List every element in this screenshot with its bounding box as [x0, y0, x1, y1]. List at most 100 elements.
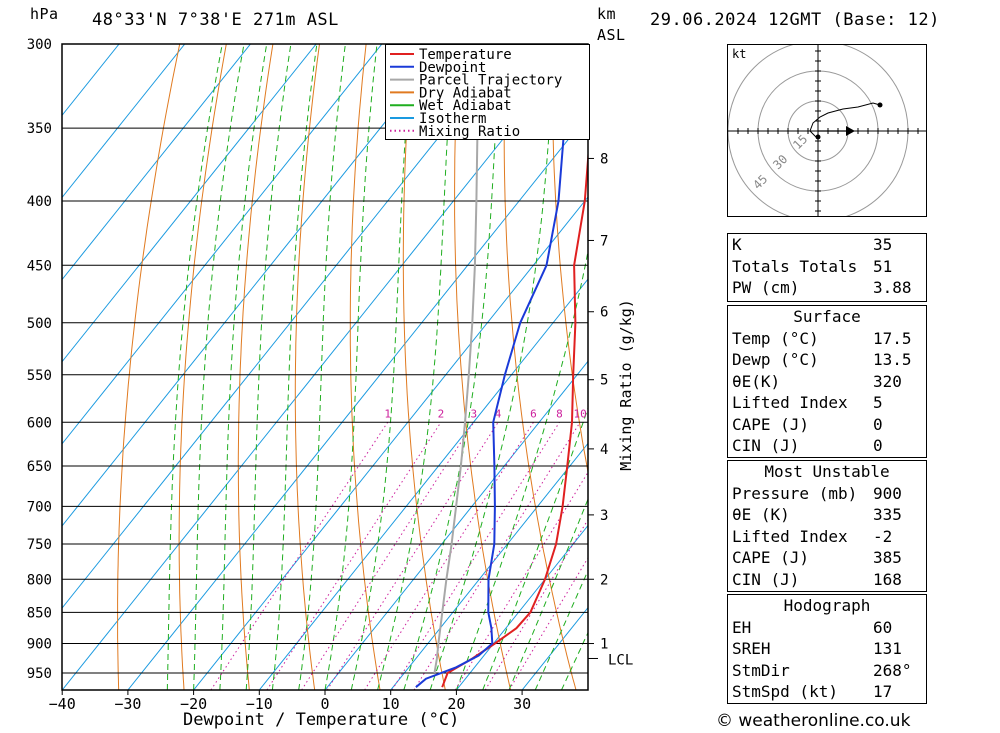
- index-row: CAPE (J) 385: [728, 547, 926, 569]
- lcl-label: LCL: [608, 652, 633, 668]
- wet-adiabat: [219, 44, 268, 690]
- index-label: Pressure (mb): [732, 483, 858, 503]
- credit: © weatheronline.co.uk: [716, 711, 911, 731]
- index-label: Totals Totals: [732, 256, 858, 276]
- dry-adiabat: [503, 44, 577, 690]
- dry-adiabat: [402, 44, 446, 690]
- isotherm-line: [62, 44, 383, 445]
- pressure-tick-label: 850: [27, 605, 52, 621]
- hodograph-ring-label: 30: [770, 152, 790, 172]
- index-value: 17.5: [873, 328, 912, 348]
- index-label: StmSpd (kt): [732, 682, 838, 701]
- km-tick-label: 1: [600, 637, 608, 653]
- index-value: 51: [873, 256, 893, 276]
- index-row: Temp (°C) 17.5: [728, 328, 926, 350]
- wet-adiabat: [324, 44, 378, 690]
- pressure-tick-label: 450: [27, 258, 52, 274]
- isotherm-line: [258, 278, 588, 690]
- dry-adiabat: [551, 44, 588, 475]
- pressure-tick-label: 750: [27, 537, 52, 553]
- hodograph-base-point: [815, 134, 821, 140]
- indices-section-title: Hodograph: [783, 596, 871, 615]
- x-tick-label: −10: [246, 695, 273, 713]
- x-tick-label: −40: [49, 695, 76, 713]
- dry-adiabat: [349, 44, 381, 690]
- hpa-label: hPa: [30, 5, 59, 23]
- dry-adiabat: [294, 44, 320, 690]
- index-row: K 35: [728, 234, 926, 256]
- hodograph-trace: [809, 102, 881, 138]
- wet-adiabat: [508, 497, 588, 690]
- pressure-tick-label: 950: [27, 666, 52, 682]
- index-value: 335: [873, 505, 902, 524]
- index-label: θE(K): [732, 371, 781, 391]
- km-tick-label: 5: [600, 373, 608, 389]
- indices-surface: Surface Temp (°C) 17.5 Dewp (°C) 13.5 θE(K) 32…: [727, 305, 927, 458]
- index-value: -2: [873, 526, 893, 546]
- index-value: 268°: [873, 660, 912, 680]
- index-label: CAPE (J): [732, 414, 810, 434]
- mixing-ratio-label: 10: [573, 407, 586, 420]
- wet-adiabat: [193, 44, 245, 690]
- pressure-tick-label: 500: [27, 316, 52, 332]
- wet-adiabat: [271, 44, 318, 690]
- isotherm-line: [193, 196, 588, 690]
- km-tick-label: 2: [600, 572, 608, 588]
- km-tick-label: 7: [600, 233, 608, 249]
- index-row: Dewp (°C) 13.5: [728, 349, 926, 371]
- wet-adiabat: [166, 44, 223, 690]
- index-label: Lifted Index: [732, 393, 848, 412]
- legend-entry: Parcel Trajectory: [419, 73, 562, 89]
- datetime-title: 29.06.2024 12GMT (Base: 12): [650, 10, 940, 30]
- x-tick-label: 10: [382, 695, 400, 713]
- index-row: θE(K) 320: [728, 371, 926, 393]
- index-value: 320: [873, 371, 902, 391]
- dry-adiabat: [454, 44, 512, 690]
- pressure-tick-label: 900: [27, 637, 52, 653]
- index-row: StmDir 268°: [728, 660, 926, 682]
- index-row: θE (K) 335: [728, 504, 926, 526]
- hodograph-unit: kt: [732, 47, 746, 61]
- index-value: 3.88: [873, 278, 912, 297]
- index-value: 900: [873, 483, 902, 503]
- index-row: CIN (J) 168: [728, 569, 926, 591]
- index-label: Temp (°C): [732, 328, 819, 348]
- index-row: SREH 131: [728, 638, 926, 660]
- mixing-ratio-line: [266, 422, 442, 690]
- mixing-ratio-label: 4: [495, 407, 502, 420]
- indices-top: K 35 Totals Totals 51 PW (cm) 3.88: [727, 233, 927, 302]
- storm-motion-arrowhead: [846, 126, 855, 136]
- index-row: Lifted Index 5: [728, 392, 926, 414]
- index-value: 0: [873, 414, 883, 434]
- index-label: SREH: [732, 639, 771, 658]
- index-label: K: [732, 235, 742, 254]
- parcel-trajectory: [433, 44, 481, 674]
- mixing-ratio-line: [301, 422, 475, 690]
- index-value: 168: [873, 569, 902, 589]
- isotherm-line: [62, 44, 448, 527]
- pressure-tick-label: 650: [27, 459, 52, 475]
- pressure-tick-label: 800: [27, 572, 52, 588]
- x-tick-label: −20: [180, 695, 207, 713]
- pressure-tick-label: 300: [27, 37, 52, 53]
- index-value: 385: [873, 548, 902, 567]
- index-label: StmDir: [732, 660, 790, 680]
- index-row: CAPE (J) 0: [728, 414, 926, 436]
- wet-adiabat: [350, 44, 414, 690]
- index-label: θE (K): [732, 505, 790, 524]
- index-value: 60: [873, 617, 893, 637]
- x-tick-label: −30: [114, 695, 141, 713]
- hodograph-ring-label: 15: [790, 132, 810, 152]
- wet-adiabat: [298, 44, 346, 690]
- indices-most-unstable: Most Unstable Pressure (mb) 900 θE (K) 335 Li…: [727, 460, 927, 592]
- wet-adiabat: [403, 44, 501, 690]
- hodograph-top-point: [877, 102, 883, 108]
- hodograph: kt 15 30 45: [727, 40, 927, 232]
- pressure-tick-label: 400: [27, 194, 52, 210]
- isotherm-line: [324, 360, 588, 690]
- index-value: 5: [873, 393, 883, 412]
- isotherm-line: [62, 44, 514, 609]
- legend-entry: Dry Adiabat: [419, 85, 512, 101]
- legend: Temperature Dewpoint Parcel Trajectory Dry …: [385, 44, 590, 140]
- indices-section-title: Most Unstable: [764, 462, 890, 481]
